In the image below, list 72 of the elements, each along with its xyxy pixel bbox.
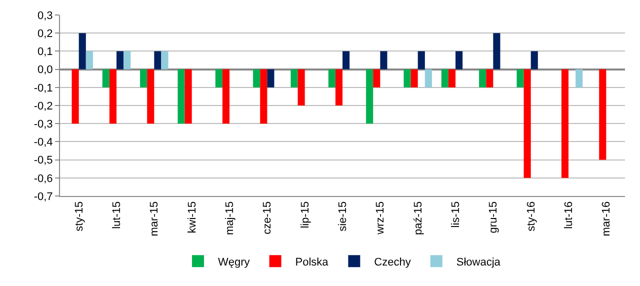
x-tick-label: kwi-15: [186, 201, 198, 234]
bar: [373, 69, 380, 88]
bar: [404, 69, 411, 88]
bar: [222, 69, 230, 124]
bar: [335, 69, 342, 106]
bar: [109, 69, 116, 124]
bar: [366, 69, 374, 124]
legend-label: Czechy: [374, 256, 412, 268]
bar: [215, 69, 222, 88]
x-tick-label: sty-15: [73, 201, 86, 232]
y-tick-label: -0,7: [34, 190, 53, 203]
bar: [424, 69, 432, 88]
x-tick-label: cze-15: [262, 201, 274, 234]
y-tick-label: -0,5: [34, 154, 53, 167]
y-tick-label: -0,4: [34, 136, 53, 149]
y-tick-label: 0,2: [38, 28, 53, 40]
y-tick-label: -0,1: [34, 82, 53, 94]
bar: [116, 51, 124, 70]
bar: [441, 69, 448, 88]
y-tick-label: 0,3: [38, 10, 53, 22]
legend-label: Węgry: [218, 256, 250, 268]
legend-label: Słowacja: [456, 256, 502, 268]
x-tick-label: lut-16: [563, 201, 576, 229]
bar: [516, 69, 524, 88]
x-tick-label: paź-15: [412, 201, 424, 236]
bar: [72, 69, 79, 124]
legend-label: Polska: [295, 256, 330, 268]
bar: [267, 69, 274, 88]
y-tick-label: -0,6: [34, 172, 53, 185]
x-tick-label: maj-15: [224, 201, 236, 236]
bar: [342, 51, 350, 70]
bar: [161, 51, 168, 70]
bar: [410, 69, 418, 88]
y-tick-label: -0,3: [34, 118, 53, 130]
bar: [147, 69, 154, 124]
y-tick-label: -0,2: [34, 100, 53, 112]
x-tick-label: lut-15: [111, 201, 124, 229]
bar: [253, 69, 260, 88]
bar: [456, 51, 463, 70]
bar: [530, 51, 538, 70]
y-tick-label: 0,0: [38, 64, 53, 76]
x-tick-label: lip-15: [299, 201, 312, 228]
bar: [260, 69, 268, 124]
x-tick-label: mar-16: [600, 201, 613, 236]
y-tick-label: 0,1: [38, 46, 53, 58]
bar: [479, 69, 486, 88]
x-tick-label: sty-16: [525, 201, 538, 232]
bar: [140, 69, 148, 88]
bar: [184, 69, 192, 124]
bar: [380, 51, 388, 70]
bar: [486, 69, 494, 88]
x-tick-label: sie-15: [337, 201, 350, 232]
bar: [154, 51, 162, 70]
bar: [448, 69, 456, 88]
bar: [78, 33, 86, 70]
x-tick-label: gru-15: [488, 201, 500, 234]
bar: [124, 51, 131, 70]
x-tick-label: lis-15: [450, 201, 462, 228]
bar: [493, 33, 500, 70]
bar: [418, 51, 425, 70]
bar: [178, 69, 185, 124]
bar: [599, 69, 606, 160]
bar: [298, 69, 305, 106]
x-tick-label: wrz-15: [374, 201, 387, 236]
bar: [290, 69, 298, 88]
bar: [86, 51, 93, 70]
bar: [524, 69, 531, 178]
bar: [102, 69, 110, 88]
x-tick-label: mar-15: [148, 201, 161, 236]
bar: [576, 69, 583, 88]
bar: [328, 69, 336, 88]
bar: [561, 69, 568, 178]
